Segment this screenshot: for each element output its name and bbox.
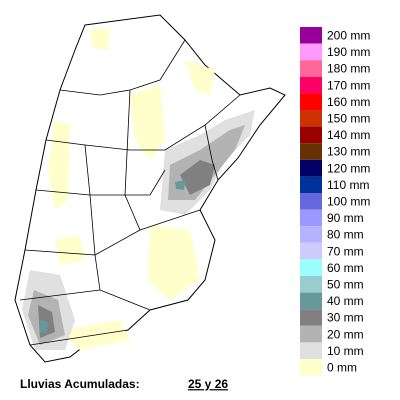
legend-swatch [300, 76, 322, 94]
legend-swatch [300, 292, 322, 310]
legend-label: 0 mm [327, 360, 357, 374]
legend-label: 90 mm [327, 211, 364, 225]
legend: 200 mm 190 mm 180 mm 170 mm 160 mm 150 mm 140 … [300, 27, 370, 376]
legend-swatch [300, 27, 322, 44]
legend-swatch [300, 126, 322, 144]
legend-label: 100 mm [327, 194, 370, 208]
legend-label: 10 mm [327, 344, 364, 358]
legend-label: 80 mm [327, 228, 364, 242]
legend-label: 170 mm [327, 78, 370, 92]
legend-swatch [300, 259, 322, 276]
legend-label: 70 mm [327, 244, 364, 258]
legend-swatch [300, 276, 322, 293]
caption-title: Lluvias Acumuladas: [20, 377, 140, 391]
legend-label: 40 mm [327, 294, 364, 308]
legend-label: 160 mm [327, 95, 370, 109]
legend-swatch [300, 60, 322, 77]
legend-label: 200 mm [327, 28, 370, 42]
legend-label: 150 mm [327, 111, 370, 125]
legend-label: 180 mm [327, 62, 370, 76]
legend-swatch [300, 359, 322, 376]
legend-label: 20 mm [327, 327, 364, 341]
legend-label: 60 mm [327, 261, 364, 275]
legend-swatch [300, 209, 322, 227]
legend-swatch [300, 309, 322, 326]
legend-swatch [300, 325, 322, 343]
legend-swatch [300, 242, 322, 260]
rain-gray [22, 110, 255, 350]
legend-label: 120 mm [327, 161, 370, 175]
rain-yellow [48, 28, 215, 350]
legend-label: 190 mm [327, 45, 370, 59]
legend-swatch [300, 176, 322, 193]
legend-swatch [300, 193, 322, 210]
legend-label: 130 mm [327, 145, 370, 159]
legend-swatch [300, 110, 322, 127]
legend-swatch [300, 43, 322, 61]
legend-label: 50 mm [327, 277, 364, 291]
legend-swatch [300, 159, 322, 177]
legend-swatch [300, 226, 322, 243]
legend-label: 140 mm [327, 128, 370, 142]
country [14, 14, 286, 363]
legend-label: 110 mm [327, 178, 369, 192]
province-borders [19, 39, 241, 346]
legend-swatch [300, 143, 322, 160]
map [14, 14, 286, 363]
legend-swatch [300, 93, 322, 110]
caption-dates: 25 y 26 [188, 377, 228, 391]
legend-label: 30 mm [327, 311, 364, 325]
legend-swatch [300, 342, 322, 359]
